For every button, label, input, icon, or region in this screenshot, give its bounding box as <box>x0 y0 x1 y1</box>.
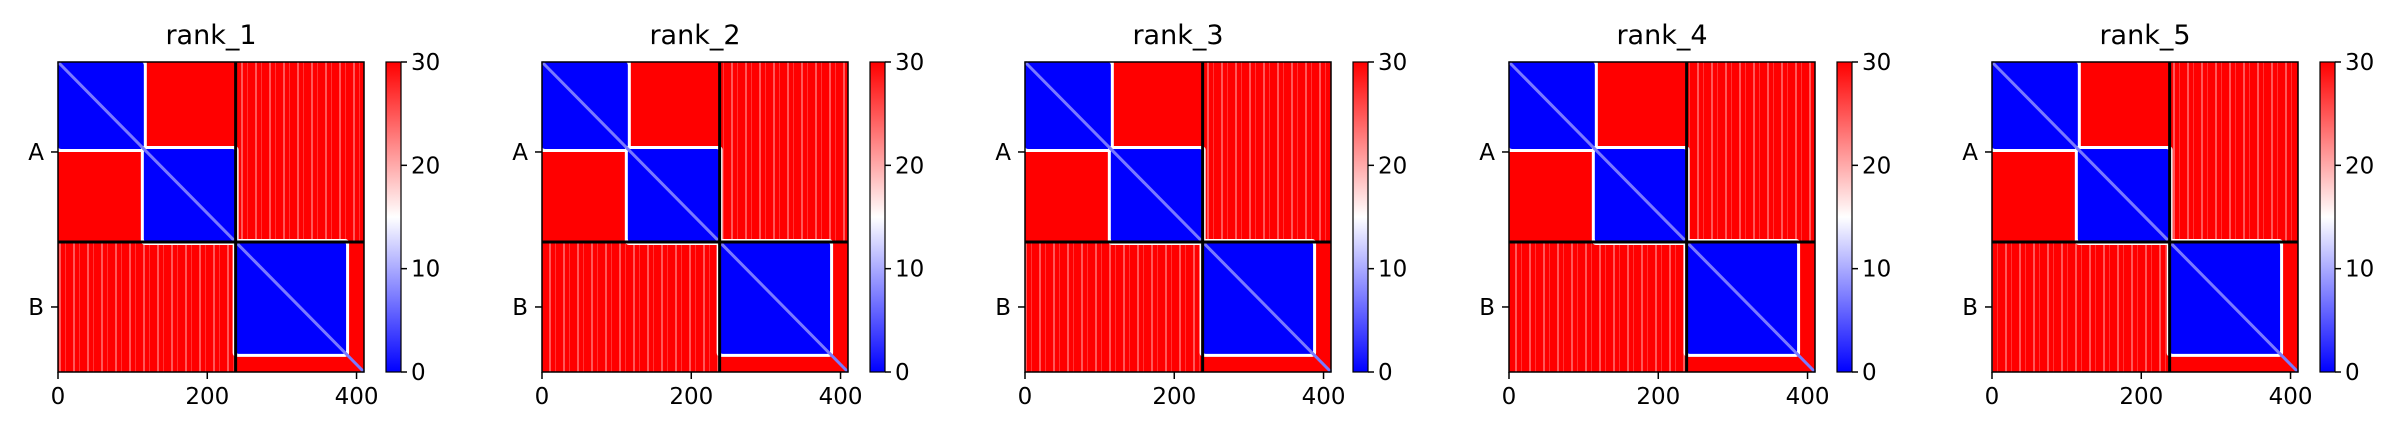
interchain-region <box>719 62 848 242</box>
interchain-region <box>1202 62 1331 242</box>
x-tick-label: 400 <box>335 384 379 410</box>
diagonal <box>1023 60 1333 374</box>
colorbar-tick-label: 20 <box>411 153 440 179</box>
colorbar-tick-label: 10 <box>411 257 440 283</box>
colorbar-tick-label: 0 <box>2345 360 2360 386</box>
colorbar <box>386 62 401 372</box>
pae-panel: rank_2 0 200 400 A B 0 10 20 30 <box>512 20 924 410</box>
colorbar-tick-label: 30 <box>411 50 440 76</box>
panel-title: rank_5 <box>2099 20 2190 51</box>
colorbar-tick-label: 30 <box>2345 50 2374 76</box>
x-tick-label: 0 <box>535 384 550 410</box>
colorbar-tick-label: 30 <box>1862 50 1891 76</box>
y-tick-label: B <box>1962 295 1978 321</box>
colorbar-tick-label: 10 <box>1378 257 1407 283</box>
colorbar-tick-label: 20 <box>2345 153 2374 179</box>
interchain-region <box>542 241 720 372</box>
interchain-region <box>235 62 364 242</box>
y-tick-label: A <box>512 140 528 166</box>
colorbar-frame <box>1352 61 1369 373</box>
plot-frame <box>541 61 849 373</box>
colorbar-tick-label: 30 <box>895 50 924 76</box>
diagonal <box>1990 60 2300 374</box>
y-tick-label: A <box>995 140 1011 166</box>
panel-title: rank_3 <box>1132 20 1223 51</box>
interchain-region <box>2169 62 2298 242</box>
x-tick-label: 200 <box>1152 384 1196 410</box>
x-tick-label: 0 <box>1985 384 2000 410</box>
colorbar-tick-label: 0 <box>411 360 426 386</box>
plot-frame <box>57 61 365 373</box>
colorbar <box>870 62 885 372</box>
colorbar-tick-label: 20 <box>1378 153 1407 179</box>
y-tick-label: B <box>512 295 528 321</box>
colorbar-frame <box>1836 61 1853 373</box>
y-tick-label: B <box>995 295 1011 321</box>
colorbar-tick-label: 10 <box>895 257 924 283</box>
interchain-region <box>1509 241 1687 372</box>
interchain-region <box>58 241 236 372</box>
y-tick-label: B <box>28 295 44 321</box>
panel-title: rank_1 <box>165 20 256 51</box>
plot-frame <box>1508 61 1816 373</box>
y-tick-label: A <box>1962 140 1978 166</box>
panel-title: rank_2 <box>649 20 740 51</box>
colorbar <box>1353 62 1368 372</box>
colorbar <box>2320 62 2335 372</box>
x-tick-label: 0 <box>51 384 66 410</box>
x-tick-label: 400 <box>1786 384 1830 410</box>
colorbar-tick-label: 10 <box>2345 257 2374 283</box>
x-tick-label: 400 <box>819 384 863 410</box>
plot-frame <box>1024 61 1332 373</box>
panel-title: rank_4 <box>1616 20 1707 51</box>
colorbar-tick-label: 20 <box>1862 153 1891 179</box>
colorbar-frame <box>2319 61 2336 373</box>
diagonal <box>540 60 850 374</box>
plot-frame <box>1991 61 2299 373</box>
x-tick-label: 0 <box>1502 384 1517 410</box>
x-tick-label: 200 <box>1636 384 1680 410</box>
x-tick-label: 400 <box>2269 384 2313 410</box>
colorbar <box>1837 62 1852 372</box>
colorbar-tick-label: 0 <box>1862 360 1877 386</box>
x-tick-label: 200 <box>185 384 229 410</box>
x-tick-label: 400 <box>1302 384 1346 410</box>
y-tick-label: A <box>1479 140 1495 166</box>
pae-panel: rank_4 0 200 400 A B 0 10 20 30 <box>1479 20 1891 410</box>
pae-panel: rank_5 0 200 400 A B 0 10 20 30 <box>1962 20 2374 410</box>
x-tick-label: 0 <box>1018 384 1033 410</box>
y-tick-label: A <box>28 140 44 166</box>
colorbar-tick-label: 10 <box>1862 257 1891 283</box>
diagonal <box>1507 60 1817 374</box>
interchain-region <box>1992 241 2170 372</box>
colorbar-tick-label: 0 <box>895 360 910 386</box>
diagonal <box>56 60 366 374</box>
interchain-region <box>1025 241 1203 372</box>
colorbar-tick-label: 30 <box>1378 50 1407 76</box>
pae-panel: rank_1 0 200 400 A B 0 10 20 30 <box>28 20 440 410</box>
x-tick-label: 200 <box>2119 384 2163 410</box>
colorbar-tick-label: 0 <box>1378 360 1393 386</box>
colorbar-tick-label: 20 <box>895 153 924 179</box>
colorbar-frame <box>869 61 886 373</box>
y-tick-label: B <box>1479 295 1495 321</box>
colorbar-frame <box>385 61 402 373</box>
pae-panel: rank_3 0 200 400 A B 0 10 20 30 <box>995 20 1407 410</box>
interchain-region <box>1686 62 1815 242</box>
x-tick-label: 200 <box>669 384 713 410</box>
